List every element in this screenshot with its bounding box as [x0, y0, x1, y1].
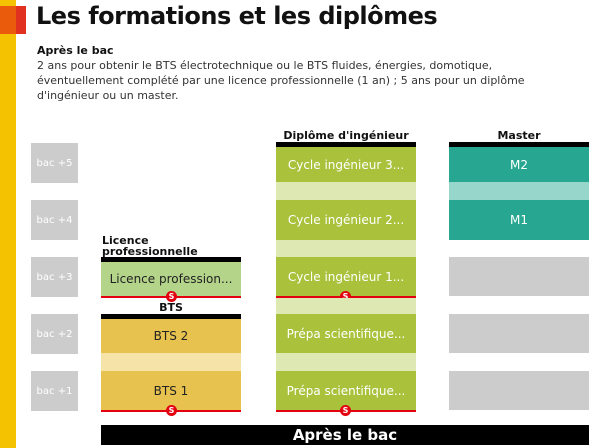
- licence-top-bar: [101, 257, 241, 262]
- licence-pro-label: Licence profession...: [109, 272, 233, 286]
- prepa-scientifique-2-cell[interactable]: Prépa scientifique...: [276, 314, 416, 353]
- ingenieur-band-4: [276, 353, 416, 371]
- ingenieur-column-label: Diplôme d'ingénieur: [283, 129, 409, 142]
- cycle-ingenieur-1-label: Cycle ingénieur 1...: [287, 269, 405, 284]
- left-accent-bar: [0, 0, 16, 448]
- ingenieur-band-2: [276, 240, 416, 257]
- prepa-scientifique-2-label: Prépa scientifique...: [286, 326, 406, 341]
- ingenieur-top-bar: [276, 142, 416, 147]
- master-m1-cell[interactable]: M1: [449, 200, 589, 240]
- cycle-ingenieur-3-cell[interactable]: Cycle ingénieur 3...: [276, 147, 416, 182]
- level-bac-5: bac +5: [31, 143, 78, 183]
- level-bac-1: bac +1: [31, 371, 78, 411]
- cycle-ingenieur-1-cell[interactable]: Cycle ingénieur 1...: [276, 257, 416, 296]
- master-column-label: Master: [497, 129, 541, 142]
- bts-1-label: BTS 1: [153, 383, 189, 398]
- bts-exit-icon: S: [166, 405, 177, 416]
- bts-top-bar: [101, 314, 241, 319]
- cycle-ingenieur-3-label: Cycle ingénieur 3...: [287, 157, 405, 172]
- prepa-scientifique-1-cell[interactable]: Prépa scientifique...: [276, 371, 416, 410]
- ingenieur-band-3: [276, 298, 416, 314]
- page-title: Les formations et les diplômes: [36, 2, 438, 30]
- bts-2-cell[interactable]: BTS 2: [101, 319, 241, 353]
- ingenieur-exit-icon: S: [340, 291, 351, 302]
- master-m1-label: M1: [510, 213, 528, 227]
- cycle-ingenieur-2-cell[interactable]: Cycle ingénieur 2...: [276, 200, 416, 240]
- master-empty-bac-3: [449, 257, 589, 296]
- licence-pro-cell[interactable]: Licence profession...: [101, 262, 241, 296]
- master-m2-cell[interactable]: M2: [449, 147, 589, 182]
- master-band: [449, 182, 589, 200]
- bts-1-cell[interactable]: BTS 1: [101, 371, 241, 410]
- prepa-exit-icon: S: [340, 405, 351, 416]
- cycle-ingenieur-2-label: Cycle ingénieur 2...: [287, 213, 405, 227]
- left-accent-orange: [0, 6, 16, 34]
- master-top-bar: [449, 142, 589, 147]
- intro-heading: Après le bac: [37, 44, 114, 57]
- ingenieur-band-1: [276, 182, 416, 200]
- bts-column-label: BTS: [159, 301, 183, 314]
- licence-column-label: Licence professionnelle: [102, 234, 198, 258]
- prepa-scientifique-1-label: Prépa scientifique...: [286, 383, 406, 398]
- intro-text: 2 ans pour obtenir le BTS électrotechniq…: [37, 59, 525, 102]
- level-bac-2: bac +2: [31, 314, 78, 354]
- level-bac-3: bac +3: [31, 257, 78, 297]
- footer-banner: Après le bac: [101, 425, 589, 445]
- bts-2-label: BTS 2: [153, 329, 189, 343]
- bts-gap-band: [101, 353, 241, 371]
- title-marker: [16, 6, 26, 34]
- master-empty-bac-1: [449, 371, 589, 410]
- master-m2-label: M2: [510, 157, 528, 172]
- master-empty-bac-2: [449, 314, 589, 353]
- licence-exit-icon: S: [166, 291, 177, 302]
- level-bac-4: bac +4: [31, 200, 78, 240]
